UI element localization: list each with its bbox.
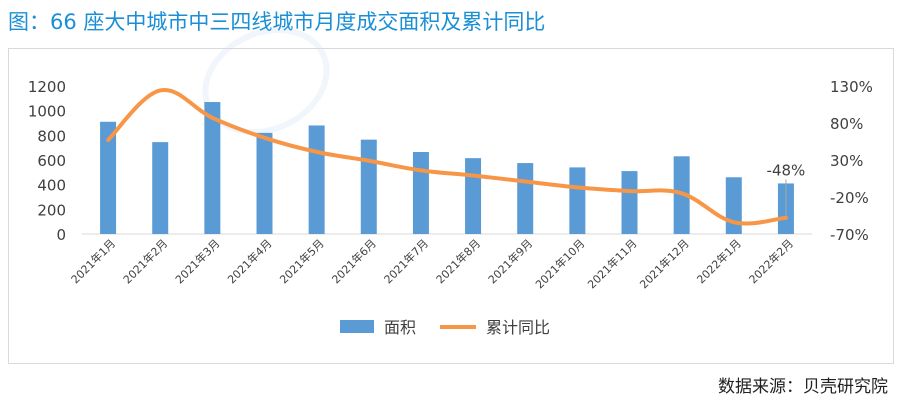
legend: 面积 累计同比 [340, 318, 550, 337]
bar [725, 177, 742, 234]
x-tick-label: 2021年1月 [68, 236, 118, 286]
legend-line-label: 累计同比 [486, 318, 550, 337]
left-tick-label: 0 [56, 226, 66, 244]
bar [412, 151, 429, 234]
left-tick-label: 800 [37, 127, 66, 145]
bar [152, 142, 169, 234]
line-path [106, 88, 788, 226]
bar-series [82, 102, 812, 235]
bar [465, 158, 482, 234]
chart-frame [8, 48, 894, 364]
right-tick-label: -20% [830, 189, 869, 207]
annotation-label: -48% [767, 161, 806, 179]
right-tick-label: 80% [830, 115, 863, 133]
x-tick-label: 2021年4月 [224, 236, 274, 286]
annotation-layer: -48% [767, 161, 806, 218]
bar [517, 163, 534, 234]
x-tick-label: 2021年6月 [329, 236, 379, 286]
x-tick-label: 2021年2月 [120, 236, 170, 286]
chart-title: 图：66 座大中城市中三四线城市月度成交面积及累计同比 [8, 10, 546, 34]
right-axis: 130% 80% 30% -20% -70% [830, 78, 873, 244]
x-tick-label: 2021年8月 [433, 236, 483, 286]
bar [308, 125, 325, 234]
x-tick-label: 2021年3月 [172, 236, 222, 286]
x-tick-label: 2021年10月 [532, 236, 587, 291]
left-tick-label: 400 [37, 177, 66, 195]
x-tick-label: 2022年2月 [746, 236, 796, 286]
right-tick-label: 30% [830, 152, 863, 170]
left-tick-label: 1200 [28, 78, 66, 96]
line-series [106, 88, 788, 226]
bar [256, 132, 273, 234]
left-tick-label: 200 [37, 201, 66, 219]
bar [621, 171, 638, 234]
bar [569, 167, 586, 234]
x-axis-labels: 2021年1月 2021年2月 2021年3月 2021年4月 2021年5月 2021年… [68, 236, 796, 291]
bar [360, 139, 377, 234]
x-tick-label: 2021年7月 [381, 236, 431, 286]
x-tick-label: 2022年1月 [694, 236, 744, 286]
left-tick-label: 1000 [28, 103, 66, 121]
right-tick-label: -70% [830, 226, 869, 244]
right-tick-label: 130% [830, 78, 873, 96]
legend-bar-label: 面积 [384, 318, 416, 337]
x-tick-label: 2021年9月 [485, 236, 535, 286]
data-source: 数据来源：贝壳研究院 [718, 377, 888, 397]
left-tick-label: 600 [37, 152, 66, 170]
x-tick-label: 2021年11月 [584, 236, 639, 291]
bar [204, 102, 221, 235]
x-tick-label: 2021年5月 [277, 236, 327, 286]
legend-bar-swatch [340, 320, 374, 333]
x-tick-label: 2021年12月 [637, 236, 692, 291]
left-axis: 0 200 400 600 800 1000 1200 [28, 78, 66, 244]
bar [100, 121, 117, 234]
